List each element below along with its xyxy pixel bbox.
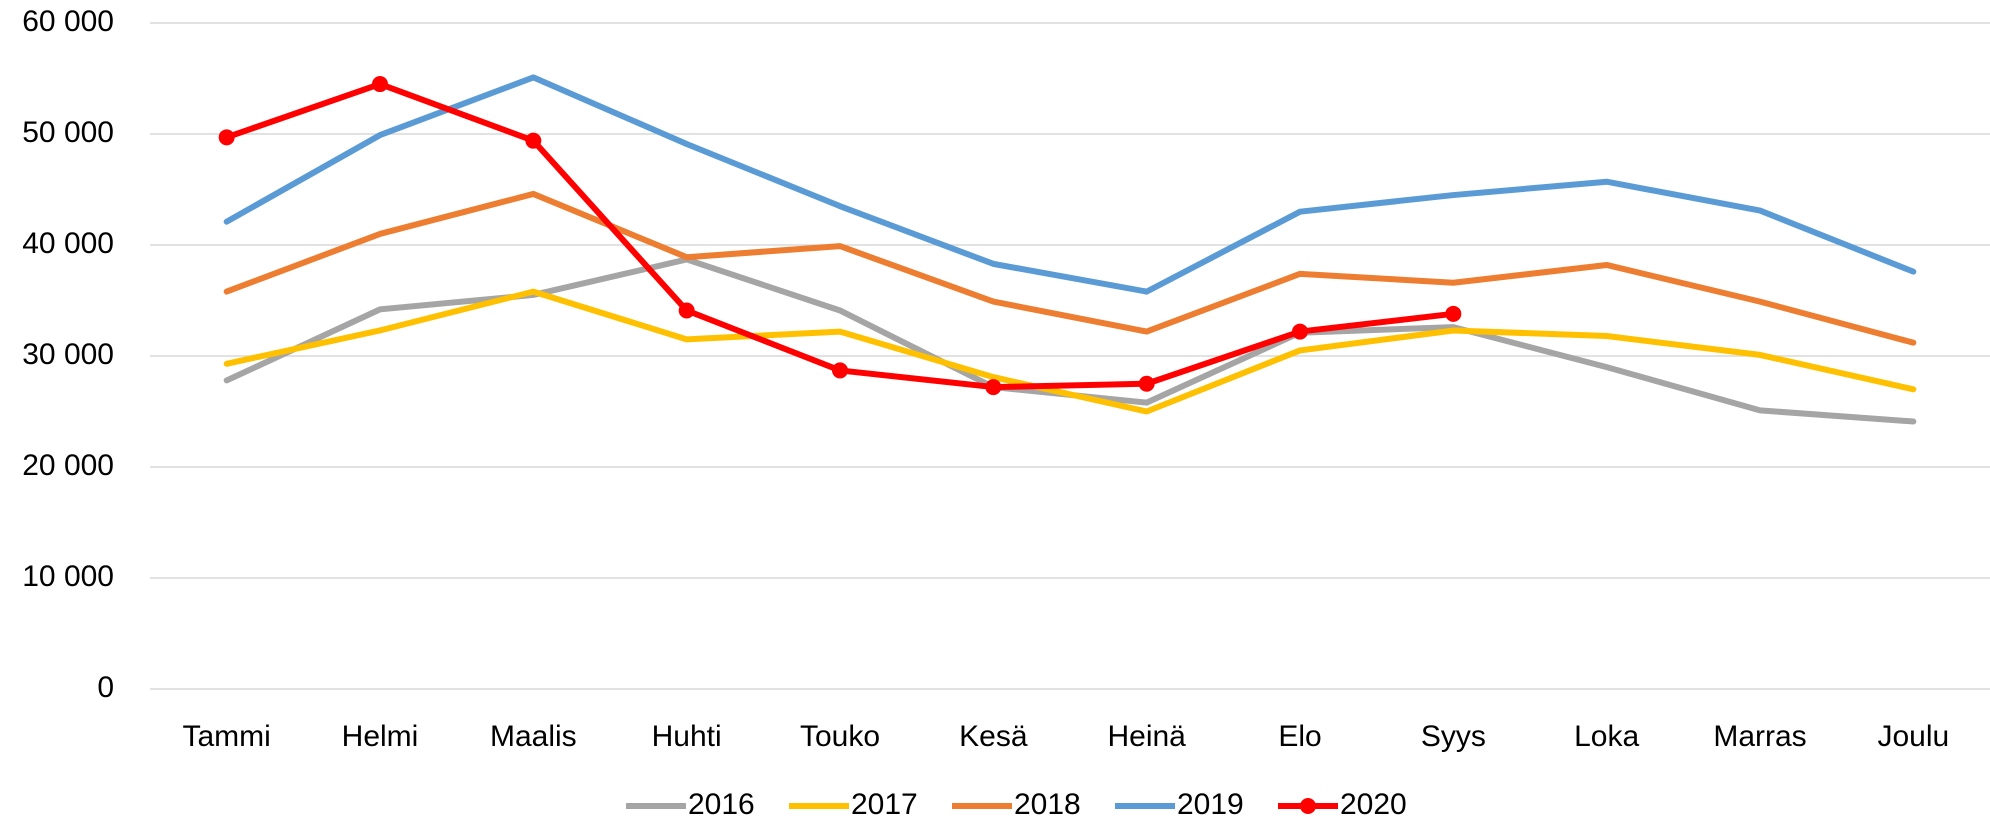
x-tick-label: Helmi: [342, 720, 419, 753]
x-tick-label: Heinä: [1107, 720, 1186, 753]
legend-label: 2019: [1177, 788, 1244, 821]
point-marker: [1292, 323, 1308, 340]
y-tick-label: 60 000: [22, 5, 114, 38]
y-tick-label: 40 000: [22, 227, 114, 260]
series-line: [223, 288, 1917, 415]
y-tick-label: 0: [97, 671, 114, 704]
y-tick-label: 50 000: [22, 116, 114, 149]
series-line: [223, 74, 1917, 295]
x-tick-label: Marras: [1713, 720, 1806, 753]
point-marker: [218, 129, 235, 146]
x-tick-label: Loka: [1574, 720, 1639, 753]
series-line: [223, 190, 1917, 346]
series-line: [223, 81, 1457, 391]
point-marker: [678, 302, 695, 319]
x-tick-label: Kesä: [959, 720, 1028, 753]
point-marker: [985, 379, 1002, 396]
point-marker: [832, 362, 848, 379]
y-tick-label: 20 000: [22, 449, 114, 482]
x-tick-label: Huhti: [652, 720, 722, 753]
x-tick-label: Tammi: [182, 720, 270, 753]
x-tick-label: Maalis: [490, 720, 577, 753]
point-marker: [372, 76, 388, 93]
y-tick-label: 30 000: [22, 338, 114, 371]
x-tick-label: Syys: [1421, 720, 1486, 753]
point-marker: [1138, 375, 1155, 392]
legend-label: 2020: [1340, 788, 1407, 821]
legend-marker: [1300, 798, 1316, 814]
legend-label: 2017: [851, 788, 918, 821]
x-tick-label: Joulu: [1877, 720, 1949, 753]
legend-label: 2016: [688, 788, 755, 821]
x-tick-label: Elo: [1278, 720, 1321, 753]
point-marker: [525, 132, 542, 149]
legend-label: 2018: [1014, 788, 1081, 821]
point-marker: [1445, 305, 1462, 322]
x-tick-label: Touko: [800, 720, 880, 753]
y-tick-label: 10 000: [22, 560, 114, 593]
